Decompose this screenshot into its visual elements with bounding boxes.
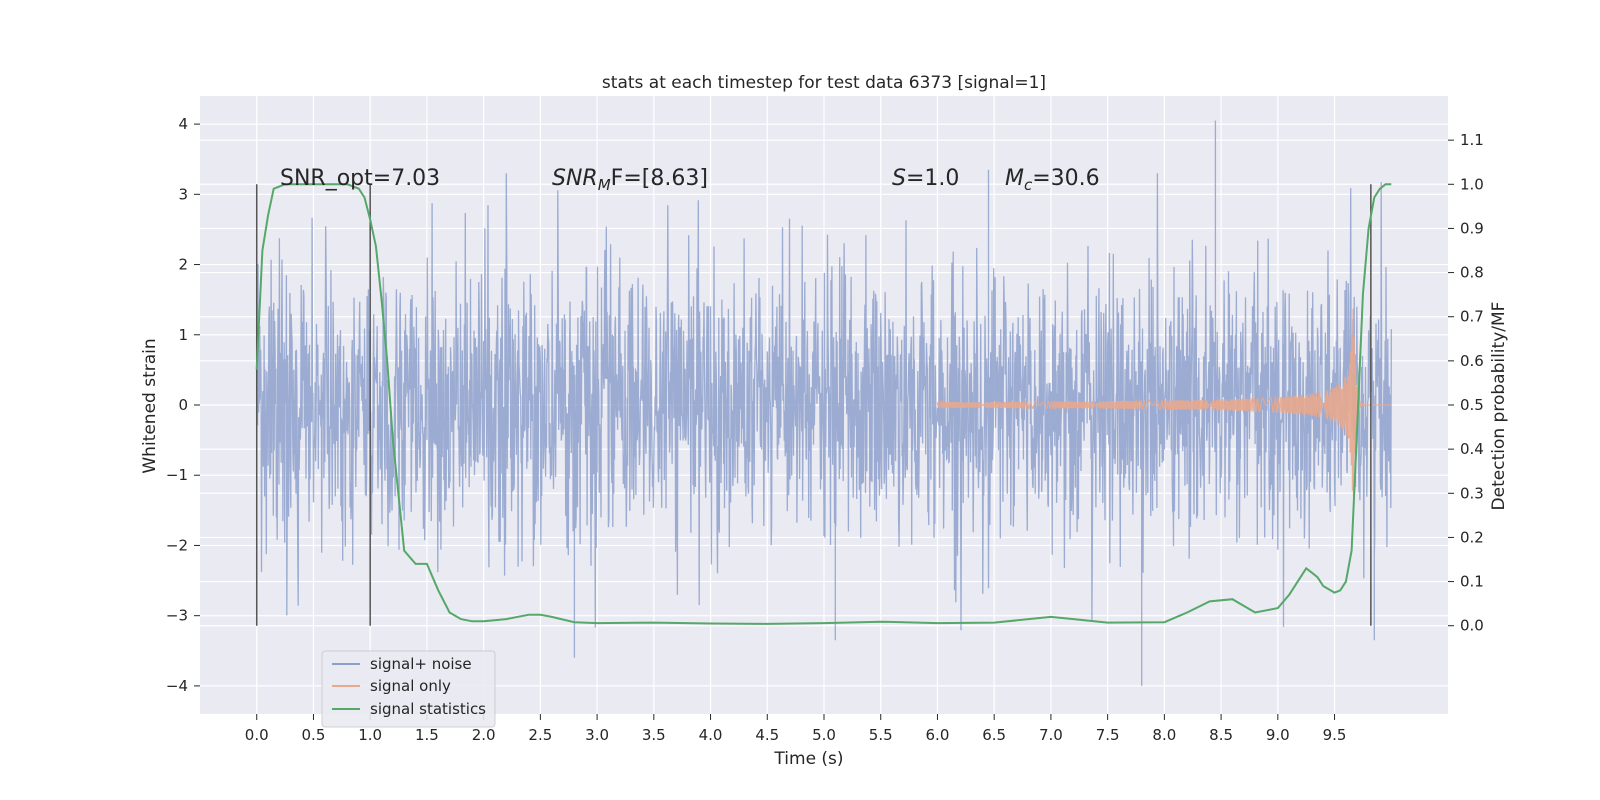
s-var: S xyxy=(892,166,906,191)
snr-mf-sub: M xyxy=(598,176,611,194)
y-right-ticks: 0.0 0.1 0.2 0.3 0.4 0.5 0.6 0.7 0.8 0.9 1.0 1.1 xyxy=(1448,131,1484,635)
vertical-markers xyxy=(255,184,1372,626)
legend: signal+ noise signal only signal statist… xyxy=(321,650,496,728)
y-right-tick-label: 0.6 xyxy=(1460,352,1484,370)
y-right-tick-label: 0.4 xyxy=(1460,440,1484,458)
annotation-snr-mf: SNRMF=[8.63] xyxy=(552,166,708,194)
x-tick-label: 7.0 xyxy=(1039,726,1063,744)
legend-label-noise: signal+ noise xyxy=(370,655,472,673)
signal-only-series xyxy=(936,308,1392,497)
x-tick-label: 8.0 xyxy=(1152,726,1176,744)
y-right-tick-label: 1.0 xyxy=(1460,175,1484,193)
s-rest: =1.0 xyxy=(906,166,959,191)
snr-mf-rest: F=[8.63] xyxy=(611,166,708,191)
y-tick-label: −4 xyxy=(166,677,188,695)
x-tick-label: 2.0 xyxy=(472,726,496,744)
x-tick-label: 7.5 xyxy=(1096,726,1120,744)
stats-line xyxy=(255,183,1392,625)
x-tick-label: 0.0 xyxy=(245,726,269,744)
x-tick-label: 8.5 xyxy=(1209,726,1233,744)
x-tick-label: 1.5 xyxy=(415,726,439,744)
y-axis-label: Whitened strain xyxy=(140,338,160,473)
x-tick-label: 4.0 xyxy=(699,726,723,744)
y-right-tick-label: 0.2 xyxy=(1460,528,1484,546)
legend-label-stats: signal statistics xyxy=(370,700,486,718)
x-tick-label: 6.5 xyxy=(982,726,1006,744)
y-tick-label: 4 xyxy=(178,115,188,133)
x-tick-label: 0.5 xyxy=(302,726,326,744)
y-right-tick-label: 0.1 xyxy=(1460,573,1484,591)
y-tick-label: −3 xyxy=(166,607,188,625)
annotation-snr-opt: SNR_opt=7.03 xyxy=(280,166,440,191)
x-tick-label: 4.5 xyxy=(755,726,779,744)
x-tick-label: 2.5 xyxy=(528,726,552,744)
y-tick-label: −2 xyxy=(166,536,188,554)
y-right-tick-label: 0.7 xyxy=(1460,308,1484,326)
legend-label-signal: signal only xyxy=(370,677,451,695)
y-right-tick-label: 0.3 xyxy=(1460,484,1484,502)
x-tick-label: 3.5 xyxy=(642,726,666,744)
y-tick-label: 1 xyxy=(178,326,188,344)
chirp-trace xyxy=(936,308,1392,497)
x-axis-label: Time (s) xyxy=(773,749,843,769)
x-tick-label: 5.5 xyxy=(869,726,893,744)
x-tick-label: 9.0 xyxy=(1266,726,1290,744)
y-tick-label: −1 xyxy=(166,466,188,484)
x-tick-label: 6.0 xyxy=(926,726,950,744)
x-tick-label: 3.0 xyxy=(585,726,609,744)
y-right-tick-label: 0.9 xyxy=(1460,219,1484,237)
mc-var: M xyxy=(1005,166,1024,191)
y-tick-label: 0 xyxy=(178,396,188,414)
signal-noise-series xyxy=(256,120,1392,686)
mc-sub: c xyxy=(1024,176,1033,194)
y-right-axis-label: Detection probability/MF xyxy=(1489,302,1509,511)
x-tick-label: 5.0 xyxy=(812,726,836,744)
y-right-tick-label: 0.0 xyxy=(1460,617,1484,635)
y-right-tick-label: 0.8 xyxy=(1460,264,1484,282)
legend-box xyxy=(321,650,496,728)
annotation-s: S=1.0 xyxy=(892,166,959,191)
y-ticks: 4 3 2 1 0 −1 −2 −3 −4 xyxy=(166,115,200,695)
x-tick-label: 9.5 xyxy=(1323,726,1347,744)
noise-trace xyxy=(256,120,1392,686)
y-right-tick-label: 1.1 xyxy=(1460,131,1484,149)
annotation-mc: Mc=30.6 xyxy=(1005,166,1100,194)
y-tick-label: 3 xyxy=(178,185,188,203)
mc-rest: =30.6 xyxy=(1032,166,1099,191)
signal-statistics-series xyxy=(255,183,1392,625)
y-right-tick-label: 0.5 xyxy=(1460,396,1484,414)
x-tick-label: 1.0 xyxy=(358,726,382,744)
chart-title: stats at each timestep for test data 637… xyxy=(602,73,1046,93)
snr-mf-base: SNR xyxy=(552,166,598,191)
y-tick-label: 2 xyxy=(178,256,188,274)
x-ticks: 0.0 0.5 1.0 1.5 2.0 2.5 3.0 3.5 4.0 4.5 5.0 5.5 6.0 6… xyxy=(245,714,1347,744)
